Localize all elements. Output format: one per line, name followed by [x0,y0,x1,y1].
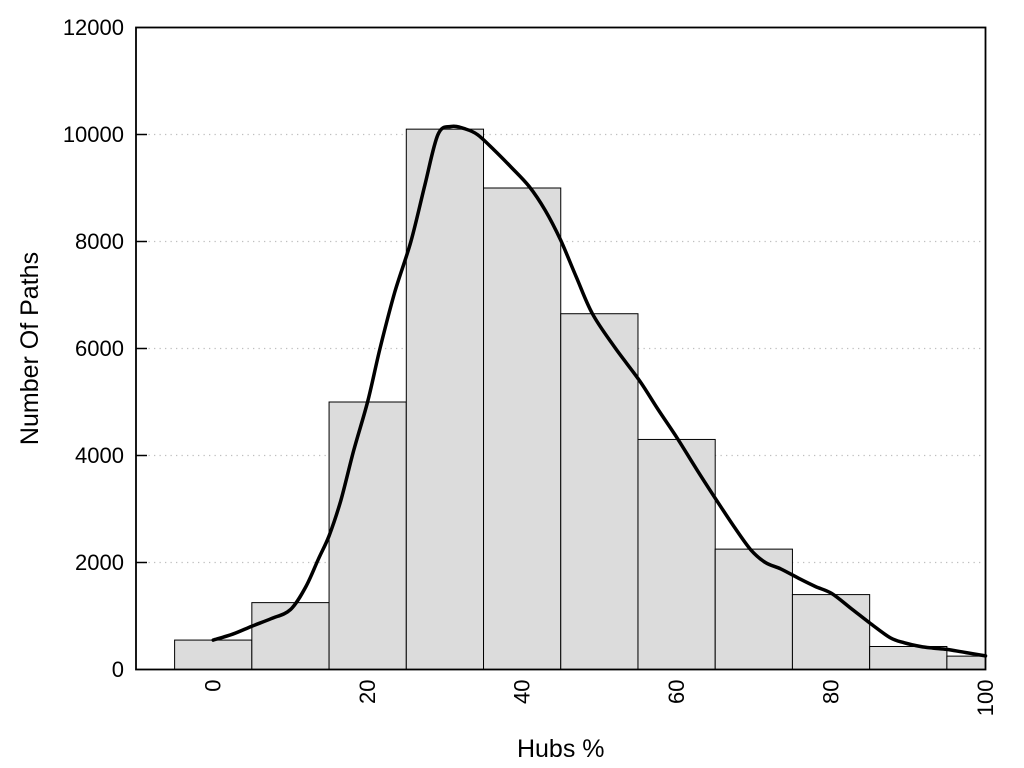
histogram-bar [483,187,562,670]
histogram-bars [174,128,986,671]
x-tick-label: 80 [819,680,844,704]
x-tick-labels: 0 20 40 60 80 100 [201,680,998,717]
histogram-bar [791,594,871,670]
histogram-bar [560,313,639,670]
histogram-bar [328,401,407,670]
histogram-bar [405,128,485,670]
x-axis-title: Hubs % [517,735,605,763]
y-axis-ticks [136,133,147,564]
y-tick-labels: 0 2000 4000 6000 8000 10000 12000 [63,15,124,682]
x-tick-label: 100 [973,680,998,717]
density-curve [211,124,988,658]
x-tick-label: 40 [510,680,535,704]
y-tick-label: 4000 [75,443,124,468]
y-axis-title: Number Of Paths [16,252,44,445]
y-tick-label: 10000 [63,122,124,147]
x-tick-label: 20 [355,680,380,704]
histogram-bar [946,655,986,670]
x-tick-label: 0 [201,680,226,692]
histogram-bar [251,602,330,670]
y-tick-label: 12000 [63,15,124,40]
histogram-bar [174,639,253,671]
y-tick-label: 8000 [75,229,124,254]
y-tick-label: 0 [112,657,124,682]
histogram-bar [637,438,716,671]
y-tick-label: 6000 [75,336,124,361]
x-tick-label: 60 [664,680,689,704]
plot-frame [135,26,987,671]
y-tick-label: 2000 [75,550,124,575]
